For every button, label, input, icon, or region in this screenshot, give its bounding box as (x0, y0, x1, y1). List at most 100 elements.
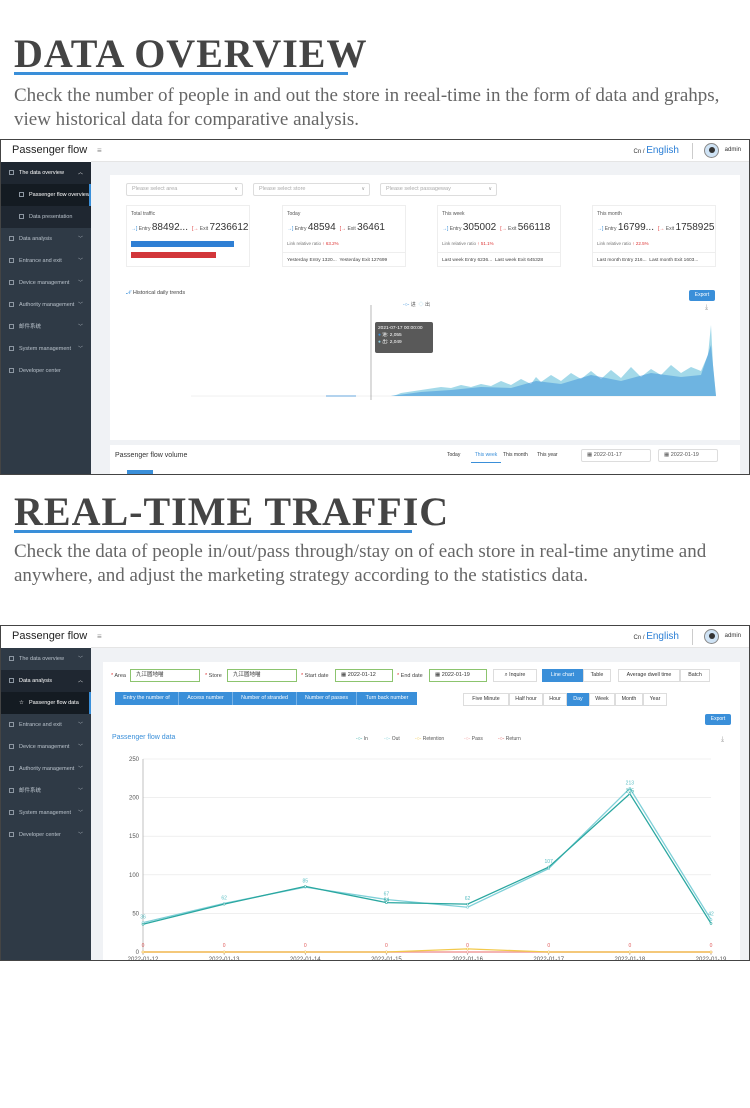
y-tick-label: 100 (129, 873, 140, 879)
up-arrow-icon: ↑ (632, 241, 635, 246)
sidebar-item-mail[interactable]: 邮件系统 ﹀ (1, 316, 91, 338)
sidebar-item-data-overview[interactable]: The data overview ︿ (1, 162, 91, 184)
tab-number-passes[interactable]: Number of passes (297, 692, 357, 705)
volume-tab-this-year[interactable]: This year (537, 452, 558, 458)
export-button[interactable]: Export (705, 714, 731, 725)
tab-access-number[interactable]: Access number (179, 692, 233, 705)
sidebar-item-system-management[interactable]: System management ﹀ (1, 338, 91, 360)
area-input[interactable]: 九江圆地喵 (130, 669, 200, 682)
legend-item-return[interactable]: -○- Return (498, 736, 521, 742)
total-traffic-card: Total traffic →] Entry 88492... [→ Exit 7… (126, 205, 250, 267)
granularity-day[interactable]: Day (567, 693, 589, 706)
granularity-month[interactable]: Month (615, 693, 643, 706)
sidebar-item-label: The data overview (19, 656, 64, 662)
avatar[interactable] (704, 143, 719, 158)
x-tick-label: 2022-01-18 (615, 957, 646, 961)
menu-toggle-icon[interactable]: ≡ (97, 632, 102, 641)
granularity-year[interactable]: Year (643, 693, 667, 706)
entry-icon: →] (442, 226, 449, 232)
sidebar-item-developer-center[interactable]: Developer center ﹀ (1, 824, 91, 846)
sidebar-item-data-analysis[interactable]: Data analysis ﹀ (1, 228, 91, 250)
batch-button[interactable]: Batch (680, 669, 710, 682)
chevron-down-icon: ﹀ (77, 656, 83, 662)
x-tick-label: 2022-01-14 (290, 957, 321, 961)
tab-number-stranded[interactable]: Number of stranded (233, 692, 297, 705)
user-name[interactable]: admin (724, 147, 741, 153)
line-chart-button[interactable]: Line chart (542, 669, 583, 682)
end-date-input[interactable]: ▦ 2022-01-19 (429, 669, 487, 682)
volume-start-date[interactable]: ▦ 2022-01-17 (581, 449, 651, 462)
chevron-down-icon: ﹀ (77, 346, 83, 352)
sidebar-item-developer-center[interactable]: Developer center (1, 360, 91, 382)
chevron-down-icon: ∨ (361, 186, 365, 192)
download-icon[interactable]: ⤓ (705, 304, 709, 311)
volume-tab-this-week[interactable]: This week (471, 446, 501, 463)
sidebar-item-passenger-flow-data[interactable]: ☆ Passenger flow data (1, 692, 91, 714)
exit-icon: [→ (192, 226, 199, 232)
trend-area-in (391, 345, 716, 396)
store-label-text: Store (208, 673, 222, 679)
tab-turn-back-number[interactable]: Turn back number (357, 692, 417, 705)
language-switch[interactable]: Cn / English (634, 631, 680, 642)
legend-item-pass[interactable]: -○- Pass (464, 736, 483, 742)
sidebar-item-data-presentation[interactable]: Data presentation (1, 206, 91, 228)
area-label: * Area (111, 673, 126, 679)
store-input[interactable]: 九江圆地喵 (227, 669, 297, 682)
download-icon[interactable]: ⤓ (721, 736, 725, 743)
entry-value: 305002 (462, 222, 497, 233)
avatar[interactable] (704, 629, 719, 644)
legend-label: Return (505, 736, 521, 742)
data-point-retention (222, 950, 226, 954)
star-icon: ☆ (19, 700, 24, 706)
store-select[interactable]: Please select store ∨ (253, 183, 370, 196)
data-point-in (222, 902, 226, 906)
language-switch[interactable]: Cn / English (634, 145, 680, 156)
sidebar-item-authority-management[interactable]: Authority management ﹀ (1, 294, 91, 316)
volume-end-date[interactable]: ▦ 2022-01-19 (658, 449, 718, 462)
trend-title-text: Historical daily trends (132, 290, 186, 296)
link-ratio: Link relative ratio ↑ 22.5% (597, 241, 649, 246)
legend-item-in[interactable]: -○- In (356, 736, 368, 742)
granularity-hour[interactable]: Hour (543, 693, 567, 706)
legend-item-out[interactable]: -○- Out (384, 736, 400, 742)
legend-item-retention[interactable]: -○- Retention (415, 736, 444, 742)
chevron-down-icon: ﹀ (77, 302, 83, 308)
legend-label: Out (391, 736, 400, 742)
area-select[interactable]: Please select area ∨ (126, 183, 243, 196)
chart-icon (9, 236, 14, 242)
key-icon (9, 766, 14, 772)
sidebar-item-system-management[interactable]: System management ﹀ (1, 802, 91, 824)
sidebar-item-entrance-exit[interactable]: Entrance and exit ﹀ (1, 250, 91, 272)
footer-entry: Last month Entry 216... (597, 258, 647, 263)
mail-icon (9, 788, 14, 794)
sidebar-item-authority-management[interactable]: Authority management ﹀ (1, 758, 91, 780)
granularity-week[interactable]: Week (589, 693, 615, 706)
sidebar-item-data-overview[interactable]: The data overview ﹀ (1, 648, 91, 670)
menu-toggle-icon[interactable]: ≡ (97, 146, 102, 155)
x-tick-label: 2022-01-19 (696, 957, 727, 961)
sidebar-item-device-management[interactable]: Device management ﹀ (1, 736, 91, 758)
sidebar-item-entrance-exit[interactable]: Entrance and exit ﹀ (1, 714, 91, 736)
sidebar-item-mail[interactable]: 邮件系统 ﹀ (1, 780, 91, 802)
exit-label: Exit (665, 226, 675, 232)
entry-icon: →] (131, 226, 138, 232)
table-button[interactable]: Table (583, 669, 611, 682)
passageway-select[interactable]: Please select passageway ∨ (380, 183, 497, 196)
sidebar-item-data-analysis[interactable]: Data analysis ︿ (1, 670, 91, 692)
y-tick-label: 0 (136, 950, 140, 956)
volume-tab-today[interactable]: Today (447, 452, 461, 458)
granularity-half-hour[interactable]: Half hour (509, 693, 543, 706)
sidebar-item-passenger-flow-overview[interactable]: Passenger flow overview (1, 184, 91, 206)
user-name[interactable]: admin (724, 633, 741, 639)
tab-entry-number[interactable]: Entry the number of (115, 692, 179, 705)
average-dwell-time-button[interactable]: Average dwell time (618, 669, 680, 682)
export-button[interactable]: Export (689, 290, 715, 301)
volume-tab-this-month[interactable]: This month (503, 452, 528, 458)
inquire-button[interactable]: ⌕ Inquire (493, 669, 537, 682)
trend-chart (191, 305, 716, 400)
tooltip-date: 2021-07-17 00:00:00 (378, 326, 423, 331)
granularity-five-minute[interactable]: Five Minute (463, 693, 509, 706)
start-date-input[interactable]: ▦ 2022-01-12 (335, 669, 393, 682)
chart-icon (9, 170, 14, 176)
sidebar-item-device-management[interactable]: Device management ﹀ (1, 272, 91, 294)
